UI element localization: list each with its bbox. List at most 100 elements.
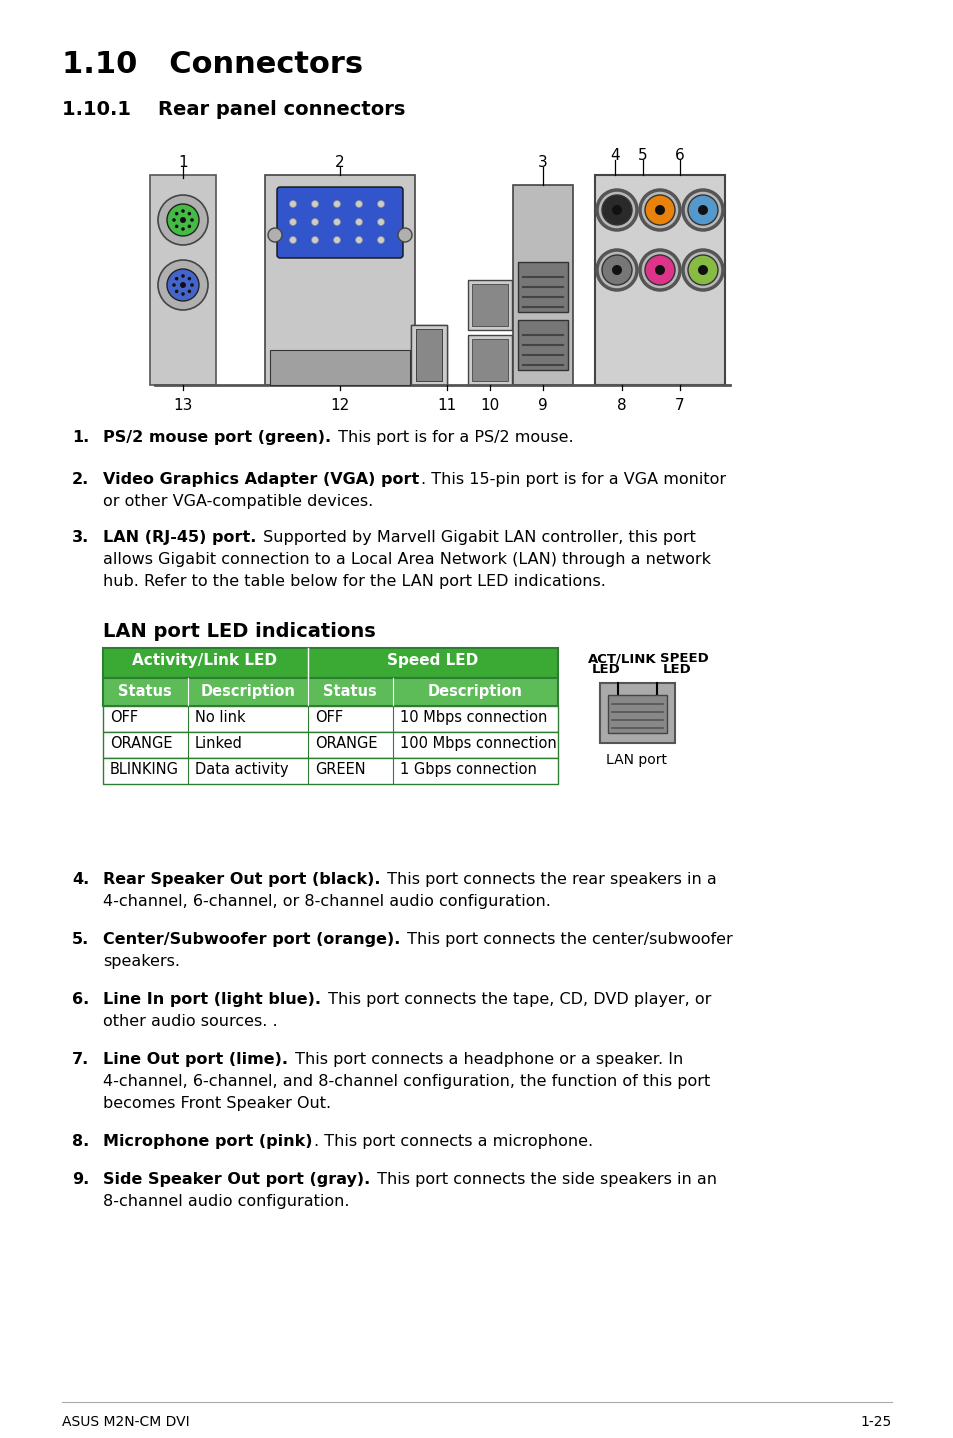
Text: Rear Speaker Out port (black).: Rear Speaker Out port (black).: [103, 871, 380, 887]
Circle shape: [188, 211, 191, 216]
Text: 1-25: 1-25: [860, 1415, 891, 1429]
Circle shape: [181, 227, 185, 232]
Circle shape: [644, 255, 675, 285]
Bar: [472, 339, 507, 381]
Text: GREEN: GREEN: [314, 762, 365, 777]
Text: This port is for a PS/2 mouse.: This port is for a PS/2 mouse.: [333, 430, 573, 444]
Text: allows Gigabit connection to a Local Area Network (LAN) through a network: allows Gigabit connection to a Local Are…: [103, 552, 710, 567]
Circle shape: [698, 265, 707, 275]
Text: 3: 3: [537, 155, 547, 170]
Text: ORANGE: ORANGE: [110, 736, 172, 751]
Text: PS/2 mouse port (green).: PS/2 mouse port (green).: [103, 430, 331, 444]
Circle shape: [181, 209, 185, 213]
Bar: [103, 706, 558, 732]
Text: Side Speaker Out port (gray).: Side Speaker Out port (gray).: [103, 1172, 370, 1186]
Circle shape: [698, 206, 707, 216]
Bar: [595, 175, 724, 385]
Text: ASUS M2N-CM DVI: ASUS M2N-CM DVI: [62, 1415, 190, 1429]
Text: 3.: 3.: [71, 531, 90, 545]
Text: . This 15-pin port is for a VGA monitor: . This 15-pin port is for a VGA monitor: [421, 472, 725, 487]
Circle shape: [180, 282, 186, 288]
Circle shape: [174, 224, 178, 229]
Text: LED: LED: [592, 663, 620, 676]
Bar: [103, 677, 558, 706]
Text: This port connects the rear speakers in a: This port connects the rear speakers in …: [382, 871, 717, 887]
Circle shape: [655, 265, 664, 275]
Circle shape: [377, 236, 384, 243]
Circle shape: [601, 255, 631, 285]
Circle shape: [597, 190, 637, 230]
Text: 13: 13: [173, 398, 193, 413]
Text: Video Graphics Adapter (VGA) port: Video Graphics Adapter (VGA) port: [103, 472, 418, 487]
Circle shape: [312, 236, 318, 243]
Text: 100 Mbps connection: 100 Mbps connection: [399, 736, 557, 751]
Text: Status: Status: [118, 684, 172, 699]
Text: Supported by Marvell Gigabit LAN controller, this port: Supported by Marvell Gigabit LAN control…: [258, 531, 696, 545]
Circle shape: [655, 206, 664, 216]
Text: 9.: 9.: [71, 1172, 90, 1186]
Circle shape: [167, 269, 199, 301]
Circle shape: [334, 200, 340, 207]
Text: ORANGE: ORANGE: [314, 736, 377, 751]
Circle shape: [377, 200, 384, 207]
Text: 10: 10: [480, 398, 499, 413]
Bar: [411, 325, 447, 385]
Text: 1.10   Connectors: 1.10 Connectors: [62, 50, 363, 79]
Bar: [270, 349, 410, 385]
Bar: [468, 335, 512, 385]
Text: Center/Subwoofer port (orange).: Center/Subwoofer port (orange).: [103, 932, 400, 948]
Text: hub. Refer to the table below for the LAN port LED indications.: hub. Refer to the table below for the LA…: [103, 574, 605, 590]
Bar: [411, 325, 447, 385]
Text: No link: No link: [194, 710, 245, 725]
Text: LAN (RJ-45) port.: LAN (RJ-45) port.: [103, 531, 256, 545]
Circle shape: [612, 206, 621, 216]
Text: 5.: 5.: [71, 932, 90, 948]
Circle shape: [190, 219, 193, 221]
Text: 1: 1: [178, 155, 188, 170]
Circle shape: [682, 190, 722, 230]
Text: SPEED: SPEED: [659, 651, 708, 664]
Text: BLINKING: BLINKING: [110, 762, 179, 777]
Circle shape: [639, 190, 679, 230]
Text: Speed LED: Speed LED: [387, 653, 478, 669]
Circle shape: [644, 196, 675, 224]
Bar: [416, 329, 441, 381]
Circle shape: [190, 283, 193, 286]
Circle shape: [188, 224, 191, 229]
Circle shape: [158, 196, 208, 244]
Text: Activity/Link LED: Activity/Link LED: [132, 653, 277, 669]
Circle shape: [355, 200, 362, 207]
Text: 2: 2: [335, 155, 344, 170]
Circle shape: [174, 289, 178, 293]
Text: This port connects the center/subwoofer: This port connects the center/subwoofer: [402, 932, 732, 948]
Circle shape: [639, 250, 679, 290]
Text: This port connects the tape, CD, DVD player, or: This port connects the tape, CD, DVD pla…: [323, 992, 711, 1007]
Circle shape: [612, 265, 621, 275]
Circle shape: [289, 200, 296, 207]
Text: LAN port: LAN port: [606, 754, 667, 766]
Text: OFF: OFF: [110, 710, 138, 725]
Text: Data activity: Data activity: [194, 762, 289, 777]
Circle shape: [687, 196, 718, 224]
Bar: [472, 283, 507, 326]
Circle shape: [167, 204, 199, 236]
Bar: [265, 175, 415, 385]
Text: 4-channel, 6-channel, or 8-channel audio configuration.: 4-channel, 6-channel, or 8-channel audio…: [103, 894, 550, 909]
Text: 1.: 1.: [71, 430, 90, 444]
Circle shape: [355, 236, 362, 243]
Text: speakers.: speakers.: [103, 953, 180, 969]
Text: 8-channel audio configuration.: 8-channel audio configuration.: [103, 1194, 349, 1209]
Circle shape: [268, 229, 282, 242]
Circle shape: [172, 283, 175, 286]
Text: 1 Gbps connection: 1 Gbps connection: [399, 762, 537, 777]
Text: 1.10.1    Rear panel connectors: 1.10.1 Rear panel connectors: [62, 101, 405, 119]
Text: Line Out port (lime).: Line Out port (lime).: [103, 1053, 288, 1067]
Circle shape: [355, 219, 362, 226]
Circle shape: [601, 196, 631, 224]
Circle shape: [172, 219, 175, 221]
Text: LAN port LED indications: LAN port LED indications: [103, 623, 375, 641]
Bar: [468, 280, 512, 329]
Text: 8.: 8.: [71, 1135, 90, 1149]
Text: Line In port (light blue).: Line In port (light blue).: [103, 992, 320, 1007]
Circle shape: [188, 289, 191, 293]
